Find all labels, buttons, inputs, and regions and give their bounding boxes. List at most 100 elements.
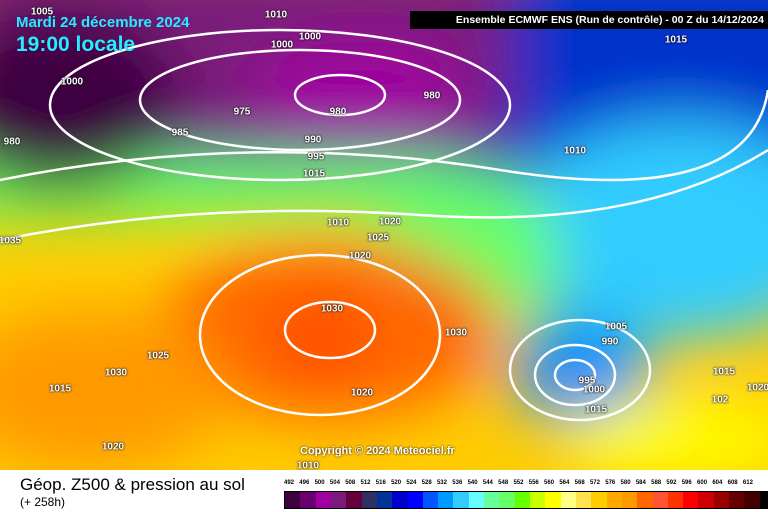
scale-tick: 568	[574, 480, 585, 486]
isobar-label: 1010	[296, 460, 320, 471]
scale-tick: 612	[742, 480, 753, 486]
scale-tick: 532	[436, 480, 447, 486]
scale-tick: 592	[666, 480, 677, 486]
isobar-label: 1010	[264, 9, 288, 21]
scale-tick: 528	[421, 480, 432, 486]
scale-swatch	[330, 492, 347, 508]
isobar-label: 980	[329, 106, 347, 118]
scale-swatch	[346, 492, 362, 508]
isobar-label: 980	[3, 136, 21, 148]
scale-swatch	[484, 492, 500, 508]
scale-tick: 524	[406, 480, 417, 486]
isobar-lines	[0, 28, 768, 422]
scale-tick: 608	[727, 480, 738, 486]
scale-swatch	[591, 492, 607, 508]
isobar-label: 1000	[582, 384, 606, 396]
scale-tick: 520	[391, 480, 402, 486]
scale-swatch	[698, 492, 714, 508]
isobar-label: 1035	[0, 235, 22, 247]
copyright: Copyright © 2024 Meteociel.fr	[300, 445, 455, 457]
isobar-label: 985	[171, 127, 189, 139]
isobar-label: 1015	[584, 404, 608, 416]
isobar-label: 1000	[270, 39, 294, 51]
scale-swatch	[530, 492, 546, 508]
forecast-time: 19:00 locale	[16, 33, 136, 56]
scale-tick: 544	[482, 480, 493, 486]
scale-swatch	[560, 492, 576, 508]
scale-swatch	[468, 492, 485, 508]
isobar-label: 1015	[48, 383, 72, 395]
forecast-date: Mardi 24 décembre 2024	[16, 14, 190, 31]
model-run-banner: Ensemble ECMWF ENS (Run de contrôle) - 0…	[410, 11, 768, 29]
scale-swatch	[514, 492, 530, 508]
lead-time: (+ 258h)	[20, 495, 66, 509]
scale-swatch	[713, 492, 730, 508]
scale-tick: 600	[697, 480, 708, 486]
scale-swatch	[499, 492, 515, 508]
scale-swatch	[621, 492, 638, 508]
scale-swatch	[606, 492, 622, 508]
isobar-label: 990	[304, 134, 322, 146]
scale-tick: 500	[314, 480, 325, 486]
scale-tick: 504	[329, 480, 340, 486]
isobar-label: 1000	[298, 31, 322, 43]
scale-swatch	[392, 492, 408, 508]
isobar-label: 990	[601, 336, 619, 348]
scale-tick: 572	[589, 480, 600, 486]
scale-swatch	[285, 492, 301, 508]
isobar-label: 1010	[563, 145, 587, 157]
isobar-label: 1005	[604, 321, 628, 333]
scale-tick: 512	[360, 480, 371, 486]
scale-swatch	[729, 492, 745, 508]
isobar-label: 995	[307, 151, 325, 163]
scale-tick: 492	[284, 480, 295, 486]
scale-swatch	[361, 492, 377, 508]
isobar-label: 1020	[350, 387, 374, 399]
scale-swatch	[438, 492, 454, 508]
scale-swatch	[667, 492, 684, 508]
isobar-label: 1025	[146, 350, 170, 362]
scale-tick: 496	[299, 480, 310, 486]
isobar-label: 1005	[30, 6, 54, 18]
isobar-label: 1020	[378, 216, 402, 228]
isobar-label: 975	[233, 106, 251, 118]
isobar-label: 1010	[326, 217, 350, 229]
scale-tick: 576	[605, 480, 616, 486]
scale-swatch	[300, 492, 316, 508]
scale-tick: 588	[651, 480, 662, 486]
scale-tick: 604	[712, 480, 723, 486]
scale-swatch	[315, 492, 331, 508]
isobar-label: 1020	[101, 441, 125, 453]
scale-tick: 540	[467, 480, 478, 486]
weather-map: Mardi 24 décembre 2024 19:00 locale Ense…	[0, 0, 768, 470]
scale-swatch	[683, 492, 699, 508]
isobar-label: 1030	[320, 303, 344, 315]
isobar-label: 980	[423, 90, 441, 102]
scale-tick: 548	[498, 480, 509, 486]
scale-swatch	[744, 492, 760, 508]
scale-tick: 584	[635, 480, 646, 486]
isobar-label: 1000	[60, 76, 84, 88]
scale-swatch	[652, 492, 668, 508]
isobar-label: 1020	[746, 382, 768, 394]
isobar-label: 1020	[348, 250, 372, 262]
scale-tick: 516	[375, 480, 386, 486]
isobar-label: 1015	[712, 366, 736, 378]
isobar-label: 1015	[302, 168, 326, 180]
scale-tick: 580	[620, 480, 631, 486]
isobar-label: 1025	[366, 232, 390, 244]
scale-swatch	[453, 492, 469, 508]
scale-swatch	[575, 492, 592, 508]
scale-swatch	[376, 492, 393, 508]
scale-tick: 508	[345, 480, 356, 486]
scale-swatch	[422, 492, 439, 508]
isobar-label: 1030	[104, 367, 128, 379]
scale-swatch	[407, 492, 423, 508]
scale-tick: 596	[681, 480, 692, 486]
scale-swatch	[637, 492, 653, 508]
scale-tick: 536	[452, 480, 463, 486]
isobar-label: 102	[711, 394, 729, 406]
map-title: Géop. Z500 & pression au sol	[20, 475, 245, 494]
scale-swatch	[545, 492, 561, 508]
scale-tick: 556	[528, 480, 539, 486]
